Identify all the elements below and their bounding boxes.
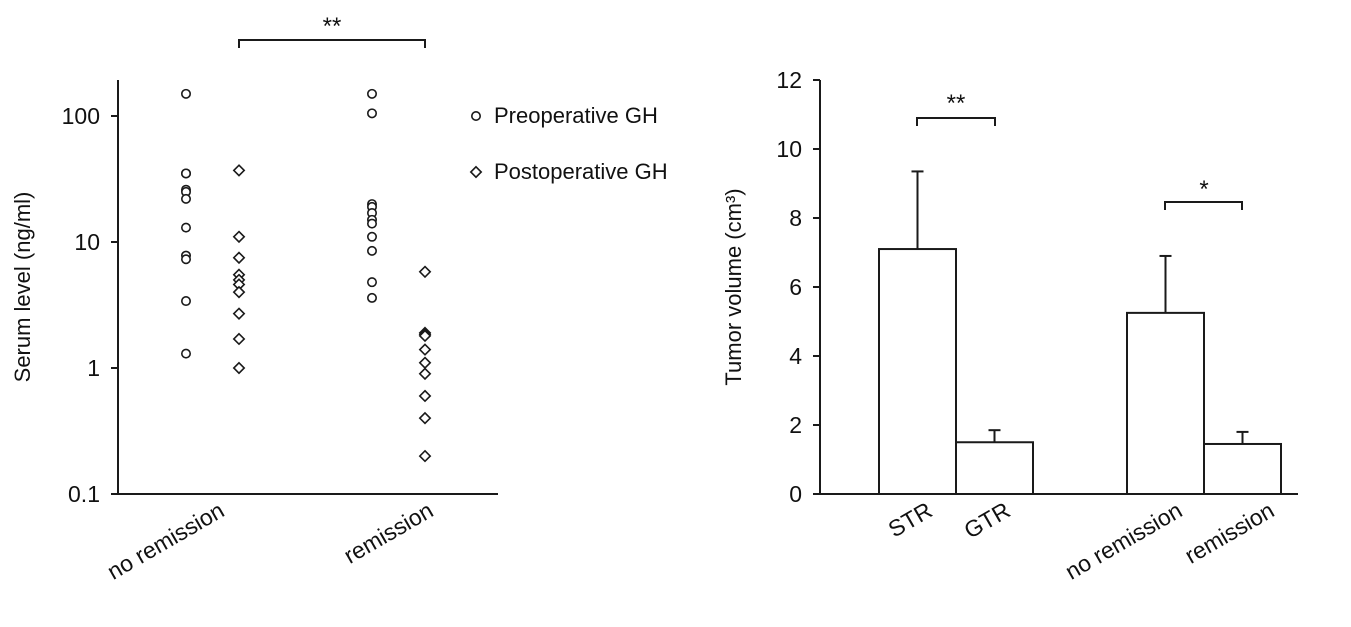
postoperative-gh-point bbox=[418, 411, 432, 425]
left-data-points bbox=[181, 88, 432, 463]
preoperative-gh-point bbox=[181, 222, 192, 233]
postoperative-gh-point bbox=[418, 329, 432, 343]
preoperative-gh-point bbox=[181, 296, 192, 307]
right-y-tick-label: 12 bbox=[776, 67, 802, 93]
left-y-tick-label: 1 bbox=[87, 355, 100, 381]
right-y-ticks: 0 2 4 6 8 10 12 bbox=[776, 67, 820, 507]
right-y-tick-label: 10 bbox=[776, 136, 802, 162]
legend-preoperative-gh-marker bbox=[470, 111, 481, 122]
left-significance-bracket bbox=[238, 39, 426, 48]
left-y-axis-label: Serum level (ng/ml) bbox=[10, 192, 35, 383]
left-x-tick-label: remission bbox=[339, 497, 437, 569]
left-axes bbox=[117, 80, 498, 495]
bar-no-remission bbox=[1126, 311, 1205, 495]
significance-label-remission: * bbox=[1199, 176, 1208, 203]
postoperative-gh-point bbox=[418, 356, 432, 370]
left-y-tick-label: 0.1 bbox=[68, 481, 100, 507]
postoperative-gh-point bbox=[232, 164, 246, 177]
left-x-tick-labels: no remission remission bbox=[103, 497, 438, 585]
preoperative-gh-point bbox=[366, 88, 377, 99]
preoperative-gh-point bbox=[366, 277, 377, 288]
preoperative-gh-point bbox=[366, 292, 377, 303]
postoperative-gh-point bbox=[418, 389, 432, 403]
right-y-tick-label: 4 bbox=[789, 343, 802, 369]
postoperative-gh-point bbox=[418, 265, 432, 279]
preoperative-gh-point bbox=[366, 231, 377, 242]
right-x-tick-label: no remission bbox=[1061, 497, 1187, 585]
legend-postoperative-gh-marker bbox=[469, 165, 483, 179]
preoperative-gh-point bbox=[366, 108, 377, 119]
left-y-tick-label: 10 bbox=[74, 229, 100, 255]
preoperative-gh-point bbox=[181, 168, 192, 179]
significance-label-str-gtr: ** bbox=[947, 90, 966, 117]
right-x-tick-label: GTR bbox=[959, 497, 1014, 544]
preoperative-gh-point bbox=[181, 193, 192, 204]
significance-bracket-str-gtr bbox=[916, 117, 996, 126]
right-x-tick-label: STR bbox=[884, 497, 937, 543]
right-y-tick-label: 8 bbox=[789, 205, 802, 231]
left-legend: Preoperative GH Postoperative GH bbox=[469, 103, 668, 184]
preoperative-gh-point bbox=[181, 348, 192, 359]
postoperative-gh-point bbox=[232, 332, 246, 346]
postoperative-gh-point bbox=[232, 230, 246, 244]
left-significance: ** bbox=[238, 13, 426, 48]
left-y-tick-label: 100 bbox=[62, 103, 100, 129]
postoperative-gh-point bbox=[232, 307, 246, 320]
serum-level-scatter-panel: 0.1 1 10 100 no remission remission ** Preop… bbox=[10, 13, 668, 585]
postoperative-gh-point bbox=[418, 449, 432, 463]
left-y-ticks: 0.1 1 10 100 bbox=[62, 103, 118, 507]
right-y-axis-label: Tumor volume (cm³) bbox=[721, 188, 746, 385]
significance-bracket-remission bbox=[1164, 201, 1243, 210]
postoperative-gh-point bbox=[232, 361, 246, 375]
legend-postoperative-gh-label: Postoperative GH bbox=[494, 159, 668, 184]
bar-remission bbox=[1203, 442, 1282, 496]
preoperative-gh-point bbox=[366, 245, 377, 256]
preoperative-gh-point bbox=[181, 88, 192, 99]
postoperative-gh-point bbox=[232, 285, 246, 299]
bar-str bbox=[878, 248, 957, 495]
postoperative-gh-point bbox=[418, 343, 432, 356]
legend-preoperative-gh-label: Preoperative GH bbox=[494, 103, 658, 128]
right-x-tick-label: remission bbox=[1180, 497, 1278, 569]
preoperative-gh-point bbox=[366, 218, 377, 229]
preoperative-gh-point bbox=[181, 254, 192, 265]
bar-gtr bbox=[955, 441, 1034, 495]
right-y-tick-label: 6 bbox=[789, 274, 802, 300]
left-x-tick-label: no remission bbox=[103, 497, 229, 585]
right-significance: *** bbox=[916, 90, 1243, 210]
left-significance-label: ** bbox=[323, 13, 342, 40]
right-bars bbox=[878, 170, 1282, 496]
right-y-tick-label: 0 bbox=[789, 481, 802, 507]
postoperative-gh-point bbox=[232, 251, 246, 265]
right-y-tick-label: 2 bbox=[789, 412, 802, 438]
postoperative-gh-point bbox=[418, 367, 432, 381]
